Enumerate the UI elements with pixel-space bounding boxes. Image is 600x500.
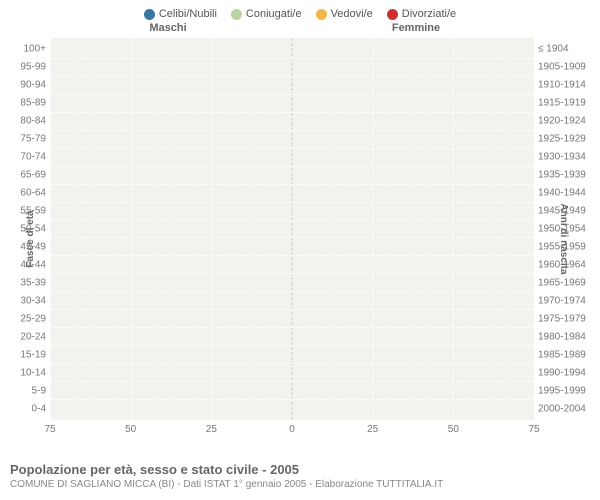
age-row: 100+≤ 1904: [50, 41, 534, 59]
footer: Popolazione per età, sesso e stato civil…: [10, 462, 590, 490]
age-row: 5-91995-1999: [50, 382, 534, 400]
age-label: 55-59: [4, 206, 50, 217]
age-row: 15-191985-1989: [50, 346, 534, 364]
age-row: 95-991905-1909: [50, 59, 534, 77]
gridline: [534, 38, 535, 420]
x-axis: 7550250255075: [50, 422, 534, 440]
birth-label: 1930-1934: [534, 152, 596, 163]
age-label: 40-44: [4, 259, 50, 270]
legend: Celibi/Nubili Coniugati/e Vedovi/e Divorzia…: [0, 0, 600, 22]
legend-swatch: [231, 9, 242, 20]
legend-label: Coniugati/e: [246, 8, 302, 20]
birth-label: ≤ 1904: [534, 44, 596, 55]
birth-label: 1980-1984: [534, 331, 596, 342]
x-tick: 0: [289, 424, 295, 435]
age-label: 80-84: [4, 116, 50, 127]
birth-label: 1970-1974: [534, 295, 596, 306]
age-row: 85-891915-1919: [50, 95, 534, 113]
birth-label: 1935-1939: [534, 170, 596, 181]
age-row: 80-841920-1924: [50, 113, 534, 131]
age-row: 25-291975-1979: [50, 310, 534, 328]
birth-label: 1940-1944: [534, 188, 596, 199]
age-label: 65-69: [4, 170, 50, 181]
gridline: [131, 38, 132, 420]
gridline: [50, 38, 51, 420]
age-label: 15-19: [4, 349, 50, 360]
birth-label: 1950-1954: [534, 224, 596, 235]
gridline: [211, 38, 212, 420]
legend-item: Divorziati/e: [387, 8, 456, 20]
birth-label: 1995-1999: [534, 385, 596, 396]
legend-swatch: [316, 9, 327, 20]
legend-swatch: [387, 9, 398, 20]
age-row: 30-341970-1974: [50, 292, 534, 310]
age-label: 25-29: [4, 313, 50, 324]
age-row: 90-941910-1914: [50, 77, 534, 95]
age-label: 35-39: [4, 277, 50, 288]
age-row: 70-741930-1934: [50, 149, 534, 167]
header-female: Femmine: [292, 22, 600, 34]
age-row: 55-591945-1949: [50, 203, 534, 221]
age-label: 50-54: [4, 224, 50, 235]
legend-item: Vedovi/e: [316, 8, 373, 20]
x-tick: 25: [206, 424, 217, 435]
age-row: 45-491955-1959: [50, 238, 534, 256]
x-tick: 25: [367, 424, 378, 435]
age-label: 100+: [4, 44, 50, 55]
gridline: [373, 38, 374, 420]
age-row: 20-241980-1984: [50, 328, 534, 346]
age-row: 0-42000-2004: [50, 400, 534, 417]
birth-label: 1955-1959: [534, 241, 596, 252]
age-row: 65-691935-1939: [50, 167, 534, 185]
age-label: 95-99: [4, 62, 50, 73]
plot: 100+≤ 190495-991905-190990-941910-191485…: [50, 38, 534, 420]
legend-label: Divorziati/e: [402, 8, 456, 20]
birth-label: 1975-1979: [534, 313, 596, 324]
age-label: 45-49: [4, 241, 50, 252]
x-tick: 75: [528, 424, 539, 435]
birth-label: 1985-1989: [534, 349, 596, 360]
age-label: 85-89: [4, 98, 50, 109]
birth-label: 2000-2004: [534, 403, 596, 414]
gridline: [453, 38, 454, 420]
x-tick: 75: [44, 424, 55, 435]
birth-label: 1960-1964: [534, 259, 596, 270]
birth-label: 1990-1994: [534, 367, 596, 378]
x-tick: 50: [448, 424, 459, 435]
footer-sub: COMUNE DI SAGLIANO MICCA (BI) - Dati IST…: [10, 479, 590, 490]
age-label: 90-94: [4, 80, 50, 91]
age-row: 60-641940-1944: [50, 185, 534, 203]
age-row: 35-391965-1969: [50, 274, 534, 292]
legend-item: Celibi/Nubili: [144, 8, 217, 20]
age-label: 60-64: [4, 188, 50, 199]
age-row: 10-141990-1994: [50, 364, 534, 382]
legend-label: Vedovi/e: [331, 8, 373, 20]
age-label: 0-4: [4, 403, 50, 414]
age-row: 75-791925-1929: [50, 131, 534, 149]
legend-item: Coniugati/e: [231, 8, 302, 20]
age-row: 40-441960-1964: [50, 256, 534, 274]
header-male: Maschi: [0, 22, 292, 34]
age-label: 30-34: [4, 295, 50, 306]
age-label: 10-14: [4, 367, 50, 378]
x-tick: 50: [125, 424, 136, 435]
footer-title: Popolazione per età, sesso e stato civil…: [10, 462, 590, 477]
age-row: 50-541950-1954: [50, 221, 534, 239]
age-label: 20-24: [4, 331, 50, 342]
age-label: 70-74: [4, 152, 50, 163]
birth-label: 1925-1929: [534, 134, 596, 145]
birth-label: 1920-1924: [534, 116, 596, 127]
chart-area: Fasce di età Anni di nascita 100+≤ 19049…: [0, 38, 600, 440]
birth-label: 1915-1919: [534, 98, 596, 109]
age-label: 75-79: [4, 134, 50, 145]
legend-label: Celibi/Nubili: [159, 8, 217, 20]
legend-swatch: [144, 9, 155, 20]
age-label: 5-9: [4, 385, 50, 396]
gender-headers: Maschi Femmine: [0, 22, 600, 34]
birth-label: 1910-1914: [534, 80, 596, 91]
birth-label: 1905-1909: [534, 62, 596, 73]
birth-label: 1945-1949: [534, 206, 596, 217]
birth-label: 1965-1969: [534, 277, 596, 288]
rows: 100+≤ 190495-991905-190990-941910-191485…: [50, 41, 534, 417]
